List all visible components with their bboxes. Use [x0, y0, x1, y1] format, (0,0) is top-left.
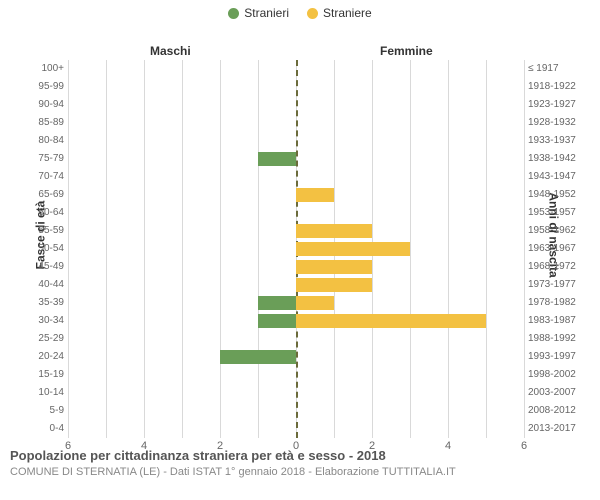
bar-female [296, 242, 410, 256]
age-row [68, 276, 524, 294]
age-row [68, 222, 524, 240]
ytick-age: 90-94 [8, 96, 64, 114]
age-row [68, 114, 524, 132]
ytick-age: 65-69 [8, 186, 64, 204]
ytick-age: 40-44 [8, 276, 64, 294]
column-header-female: Femmine [380, 44, 433, 58]
bar-female [296, 296, 334, 310]
bar-female [296, 224, 372, 238]
caption-title: Popolazione per cittadinanza straniera p… [10, 448, 386, 463]
age-row [68, 150, 524, 168]
ytick-year: 2003-2007 [528, 384, 596, 402]
ytick-year: 1973-1977 [528, 276, 596, 294]
ytick-age: 0-4 [8, 420, 64, 438]
ytick-age: 10-14 [8, 384, 64, 402]
age-row [68, 78, 524, 96]
age-row [68, 402, 524, 420]
legend-swatch-male [228, 8, 239, 19]
ytick-age: 20-24 [8, 348, 64, 366]
ytick-year: ≤ 1917 [528, 60, 596, 78]
legend: Stranieri Straniere [0, 0, 600, 20]
ytick-age: 5-9 [8, 402, 64, 420]
ytick-year: 1978-1982 [528, 294, 596, 312]
ytick-age: 50-54 [8, 240, 64, 258]
ytick-age: 30-34 [8, 312, 64, 330]
ytick-year: 2008-2012 [528, 402, 596, 420]
age-row [68, 132, 524, 150]
xtick: 6 [521, 440, 527, 452]
column-header-male: Maschi [150, 44, 191, 58]
ytick-year: 2013-2017 [528, 420, 596, 438]
ytick-age: 15-19 [8, 366, 64, 384]
ytick-year: 1983-1987 [528, 312, 596, 330]
legend-label-female: Straniere [323, 6, 372, 20]
gridline [524, 60, 525, 438]
age-row [68, 330, 524, 348]
age-row [68, 240, 524, 258]
age-row [68, 186, 524, 204]
legend-item-male: Stranieri [228, 6, 289, 20]
ytick-year: 1923-1927 [528, 96, 596, 114]
age-row [68, 258, 524, 276]
ytick-year: 1988-1992 [528, 330, 596, 348]
bar-male [220, 350, 296, 364]
ytick-age: 70-74 [8, 168, 64, 186]
ytick-age: 100+ [8, 60, 64, 78]
xtick: 4 [445, 440, 451, 452]
ytick-year: 1968-1972 [528, 258, 596, 276]
ytick-age: 35-39 [8, 294, 64, 312]
plot-area [68, 60, 524, 438]
bar-female [296, 278, 372, 292]
age-row [68, 348, 524, 366]
bar-male [258, 296, 296, 310]
bar-female [296, 188, 334, 202]
ytick-year: 1943-1947 [528, 168, 596, 186]
bar-female [296, 314, 486, 328]
ytick-age: 60-64 [8, 204, 64, 222]
ytick-year: 1928-1932 [528, 114, 596, 132]
ytick-age: 45-49 [8, 258, 64, 276]
ytick-year: 1918-1922 [528, 78, 596, 96]
ytick-age: 95-99 [8, 78, 64, 96]
ytick-year: 1948-1952 [528, 186, 596, 204]
ytick-age: 80-84 [8, 132, 64, 150]
caption-subtitle: COMUNE DI STERNATIA (LE) - Dati ISTAT 1°… [10, 466, 456, 478]
legend-item-female: Straniere [307, 6, 372, 20]
ytick-age: 55-59 [8, 222, 64, 240]
ytick-age: 75-79 [8, 150, 64, 168]
ytick-year: 1958-1962 [528, 222, 596, 240]
age-row [68, 420, 524, 438]
age-row [68, 60, 524, 78]
ytick-year: 1993-1997 [528, 348, 596, 366]
ytick-year: 1938-1942 [528, 150, 596, 168]
age-row [68, 366, 524, 384]
chart: Maschi Femmine Fasce di età Anni di nasc… [0, 20, 600, 450]
ytick-age: 25-29 [8, 330, 64, 348]
ytick-age: 85-89 [8, 114, 64, 132]
ytick-year: 1933-1937 [528, 132, 596, 150]
legend-swatch-female [307, 8, 318, 19]
age-row [68, 168, 524, 186]
bar-male [258, 314, 296, 328]
ytick-year: 1953-1957 [528, 204, 596, 222]
age-row [68, 294, 524, 312]
ytick-year: 1963-1967 [528, 240, 596, 258]
ytick-year: 1998-2002 [528, 366, 596, 384]
bar-male [258, 152, 296, 166]
age-row [68, 204, 524, 222]
age-row [68, 312, 524, 330]
age-row [68, 384, 524, 402]
legend-label-male: Stranieri [244, 6, 289, 20]
bar-female [296, 260, 372, 274]
age-row [68, 96, 524, 114]
